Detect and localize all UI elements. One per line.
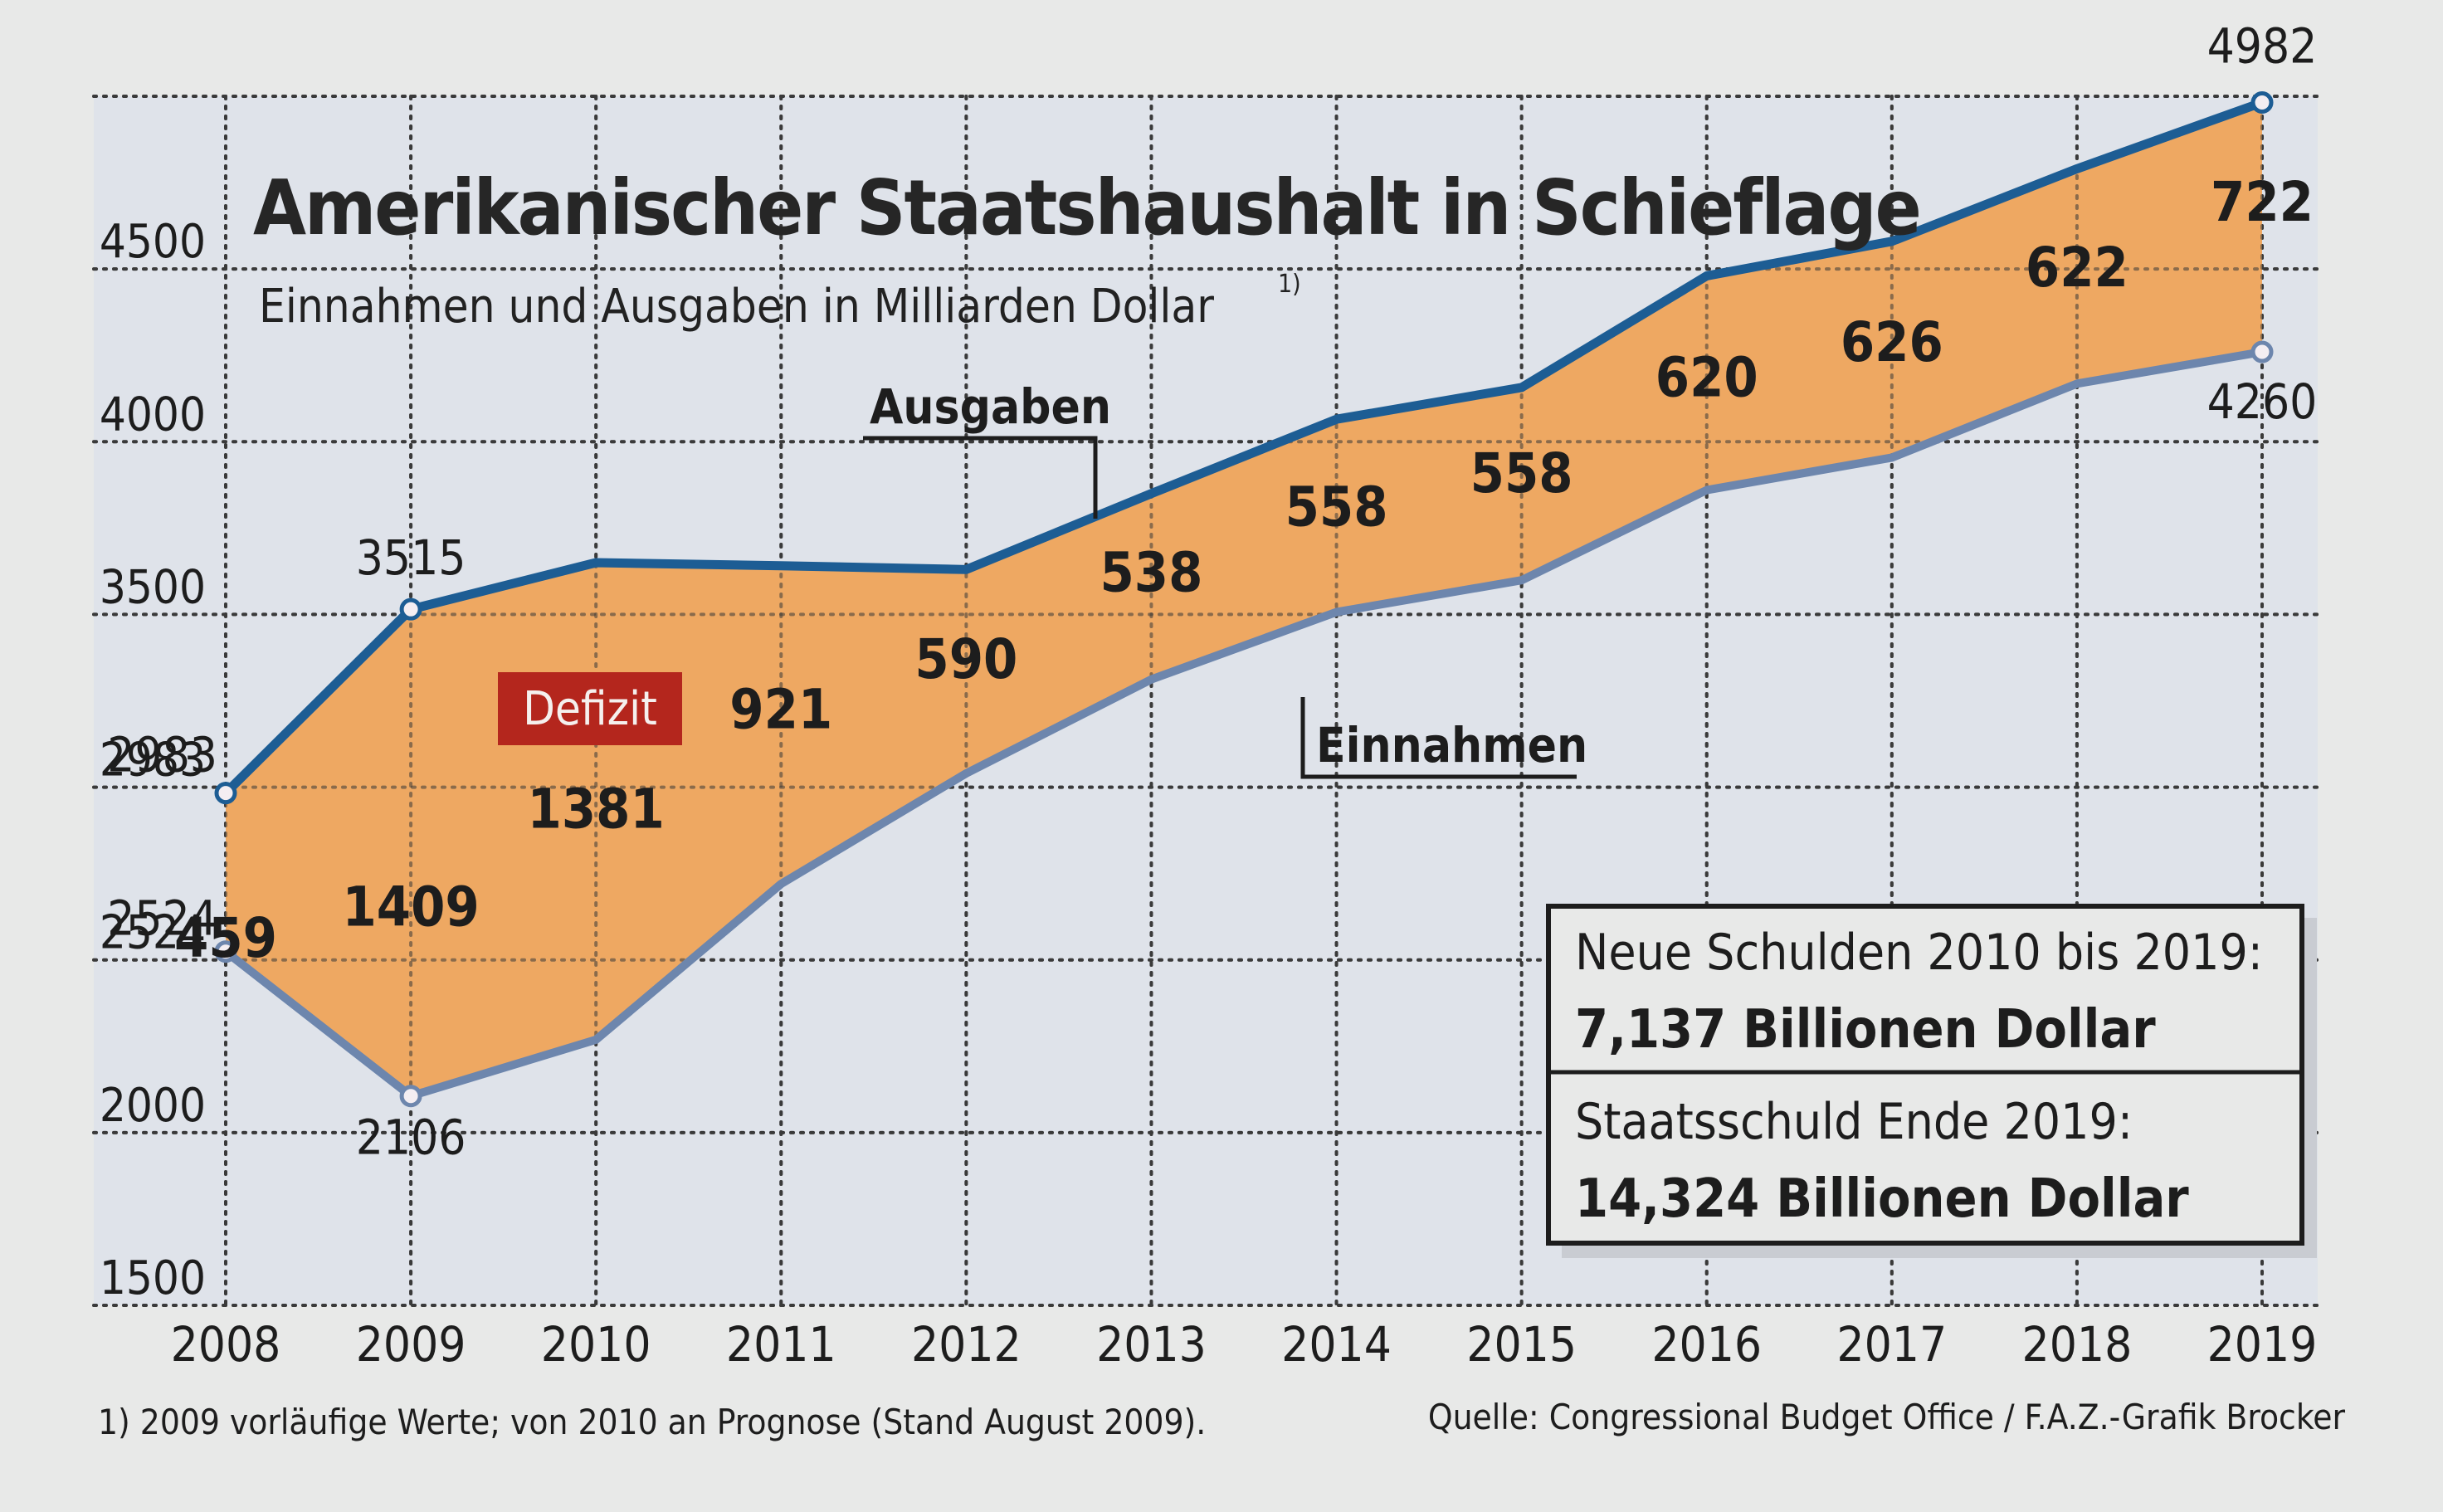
einnahmen-marker [2250,340,2274,363]
deficit-badge-label: Defizit [523,682,657,736]
ausgaben-marker [214,782,237,805]
x-tick-label: 2009 [356,1316,466,1373]
ausgaben-value-label: 4982 [2207,17,2318,74]
deficit-value-label: 620 [1655,346,1758,410]
y-axis-tick-labels: 1500 2000 2524 2983 3500 4000 4500 [100,215,206,1305]
deficit-value-label: 590 [914,627,1017,691]
einnahmen-marker [214,940,237,963]
source-credit: Quelle: Congressional Budget Office / F.… [1428,1397,2346,1437]
einnahmen-value-label: 2106 [356,1110,466,1166]
chart-title: Amerikanischer Staatshaushalt in Schiefl… [253,163,1920,252]
y-tick-label: 4500 [100,215,206,269]
einnahmen-line [222,348,2263,1100]
deficit-badge [498,672,682,745]
deficit-value-label: 558 [1470,441,1573,505]
x-tick-label: 2012 [911,1316,1022,1373]
x-tick-label: 2015 [1466,1316,1577,1373]
einnahmen-value-label: 4260 [2207,373,2318,430]
deficit-value-label: 722 [2211,170,2314,234]
info-box [1546,904,2304,1246]
ausgaben-leader-line [863,436,1098,519]
point-markers [214,90,2274,1108]
info-total-debt-value: 14,324 Billionen Dollar [1575,1168,2189,1230]
deficit-value-label: 622 [2026,236,2128,300]
deficit-value-label: 459 [174,906,277,970]
footnote: 1) 2009 vorläufige Werte; von 2010 an Pr… [98,1402,1206,1442]
ausgaben-value-label: 2983 [107,727,217,783]
y-tick-label: 2000 [100,1079,206,1133]
einnahmen-marker [399,1085,422,1108]
ausgaben-marker [399,597,422,621]
deficit-value-label: 538 [1100,541,1202,605]
x-axis-tick-labels: 2008 2009 2010 2011 2012 2013 2014 2015 2016 2017… [171,1316,2318,1373]
chart-subtitle: Einnahmen und Ausgaben in Milliarden Dol… [259,280,1214,334]
deficit-value-label: 626 [1841,310,1943,374]
subtitle-footnote-mark: 1) [1278,270,1301,299]
x-tick-label: 2014 [1281,1316,1392,1373]
deficit-labels: 459 1409 1381 921 590 538 558 558 620 626 622 722 [174,170,2314,970]
deficit-value-label: 1409 [342,875,479,939]
x-tick-label: 2010 [541,1316,651,1373]
y-tick-label: 1500 [100,1251,206,1305]
deficit-value-label: 921 [729,677,832,741]
x-tick-label: 2011 [726,1316,836,1373]
y-tick-label: 2524 [100,906,206,960]
x-tick-label: 2016 [1651,1316,1762,1373]
info-new-debt-value: 7,137 Billionen Dollar [1575,999,2156,1061]
einnahmen-value-label: 2524 [107,890,217,947]
info-total-debt-label: Staatsschuld Ende 2019: [1575,1093,2133,1151]
einnahmen-leader-line [1300,697,1577,779]
x-tick-label: 2018 [2022,1316,2133,1373]
legend-einnahmen-label: Einnahmen [1316,717,1587,773]
ausgaben-value-label: 3515 [356,529,466,586]
x-tick-label: 2008 [171,1316,281,1373]
ausgaben-marker [2250,90,2274,114]
x-tick-label: 2019 [2207,1316,2318,1373]
y-tick-label: 4000 [100,388,206,441]
ausgaben-line [222,98,2264,797]
y-tick-label: 3500 [100,560,206,614]
value-labels: 2983 3515 4982 2524 2106 4260 [107,17,2317,1165]
deficit-area [226,102,2262,1096]
deficit-value-label: 558 [1285,475,1388,539]
info-new-debt-label: Neue Schulden 2010 bis 2019: [1575,924,2263,982]
x-tick-label: 2013 [1096,1316,1207,1373]
y-tick-label: 2983 [100,734,206,788]
x-tick-label: 2017 [1836,1316,1947,1373]
legend-ausgaben-label: Ausgaben [870,378,1111,435]
deficit-value-label: 1381 [528,777,665,841]
subtitle-text: Einnahmen und Ausgaben in Milliarden Dol… [259,280,1214,334]
